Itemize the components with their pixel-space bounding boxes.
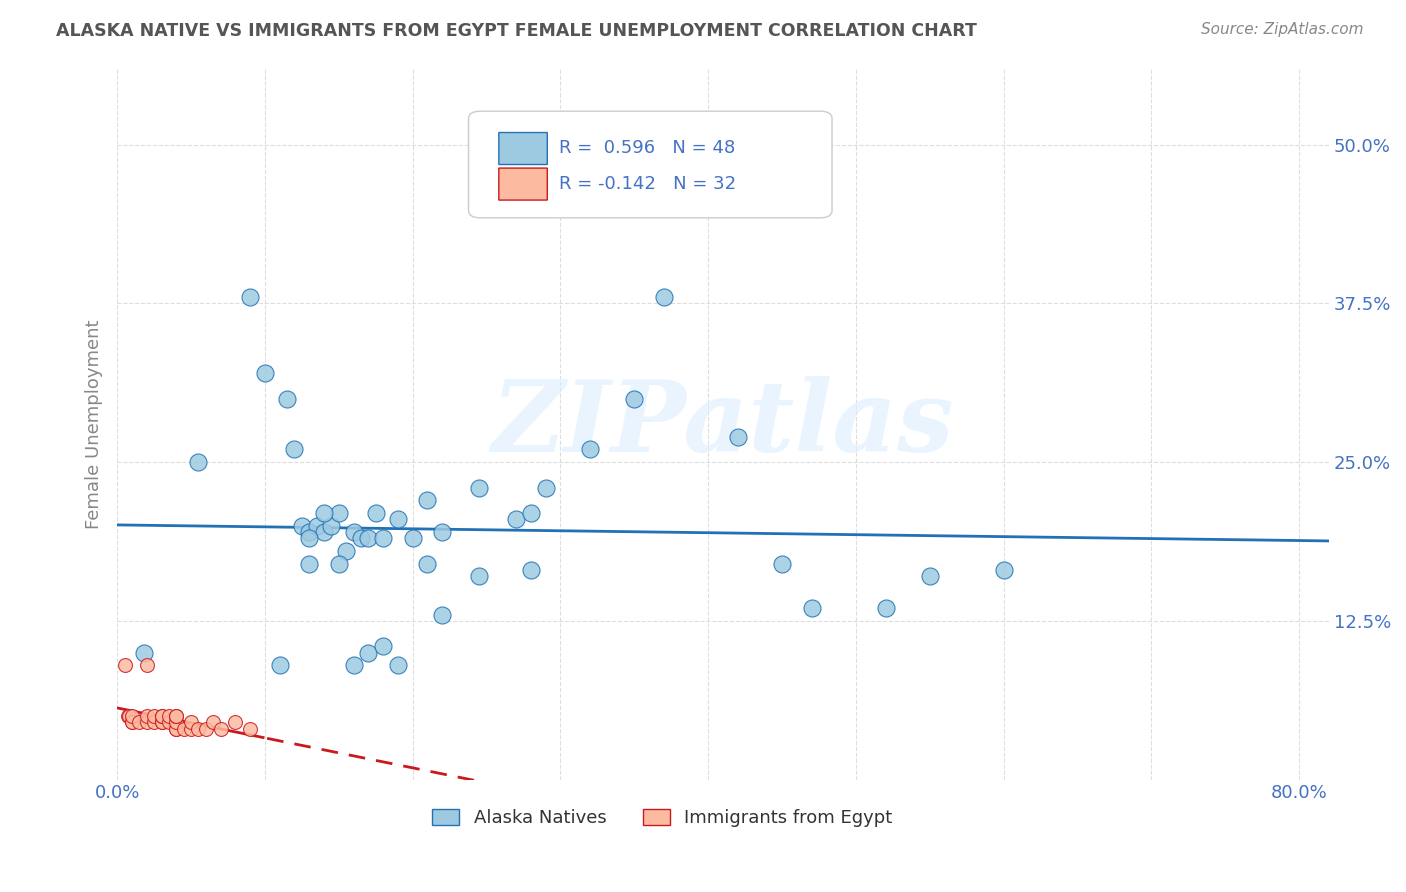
Text: ZIPatlas: ZIPatlas: [492, 376, 955, 473]
Point: [165, 715, 187, 730]
Point: [135, 658, 157, 673]
Point: [291, 518, 314, 533]
Point: [128, 715, 150, 730]
Point: [150, 709, 173, 723]
Point: [194, 722, 217, 736]
Point: [387, 512, 409, 526]
Point: [132, 646, 155, 660]
Point: [321, 518, 343, 533]
Point: [165, 709, 187, 723]
Legend: Alaska Natives, Immigrants from Egypt: Alaska Natives, Immigrants from Egypt: [425, 802, 900, 835]
Point: [918, 569, 941, 583]
Point: [357, 646, 380, 660]
Point: [298, 532, 321, 546]
Point: [150, 709, 173, 723]
Point: [121, 715, 143, 730]
Point: [135, 715, 157, 730]
Point: [114, 658, 136, 673]
Point: [579, 442, 602, 457]
Point: [800, 601, 823, 615]
Point: [534, 481, 557, 495]
Point: [328, 557, 350, 571]
Point: [312, 524, 335, 539]
Point: [143, 715, 166, 730]
Point: [373, 640, 395, 654]
Point: [224, 715, 246, 730]
Point: [276, 392, 298, 406]
FancyBboxPatch shape: [499, 133, 547, 164]
Point: [239, 290, 262, 304]
Point: [875, 601, 897, 615]
Point: [432, 607, 454, 622]
Point: [373, 532, 395, 546]
Point: [623, 392, 645, 406]
Point: [416, 493, 439, 508]
Point: [402, 532, 425, 546]
Text: Source: ZipAtlas.com: Source: ZipAtlas.com: [1201, 22, 1364, 37]
Point: [357, 532, 380, 546]
Point: [770, 557, 793, 571]
Point: [118, 709, 141, 723]
Point: [135, 709, 157, 723]
Point: [468, 481, 491, 495]
Point: [364, 506, 387, 520]
Y-axis label: Female Unemployment: Female Unemployment: [86, 319, 103, 529]
Point: [298, 524, 321, 539]
Point: [416, 557, 439, 571]
Point: [312, 506, 335, 520]
Point: [335, 544, 357, 558]
Point: [150, 715, 173, 730]
Point: [209, 722, 232, 736]
Point: [165, 722, 187, 736]
Point: [165, 709, 187, 723]
Point: [328, 506, 350, 520]
Point: [342, 658, 364, 673]
Point: [202, 715, 225, 730]
Text: R = -0.142   N = 32: R = -0.142 N = 32: [560, 175, 737, 193]
Point: [993, 563, 1015, 577]
Point: [187, 455, 209, 469]
Point: [150, 715, 173, 730]
Text: R =  0.596   N = 48: R = 0.596 N = 48: [560, 139, 735, 157]
Point: [187, 722, 209, 736]
Point: [165, 722, 187, 736]
Point: [121, 715, 143, 730]
Point: [305, 518, 328, 533]
FancyBboxPatch shape: [468, 112, 832, 218]
Point: [121, 709, 143, 723]
FancyBboxPatch shape: [499, 168, 547, 200]
Point: [387, 658, 409, 673]
Point: [253, 366, 276, 380]
Point: [520, 506, 543, 520]
Point: [173, 722, 195, 736]
Point: [652, 290, 675, 304]
Point: [468, 569, 491, 583]
Point: [283, 442, 305, 457]
Point: [432, 524, 454, 539]
Point: [342, 524, 364, 539]
Point: [298, 557, 321, 571]
Point: [239, 722, 262, 736]
Point: [157, 715, 180, 730]
Point: [520, 563, 543, 577]
Point: [180, 715, 202, 730]
Point: [727, 430, 749, 444]
Point: [157, 709, 180, 723]
Point: [117, 709, 139, 723]
Point: [180, 722, 202, 736]
Point: [269, 658, 291, 673]
Point: [505, 512, 527, 526]
Point: [143, 709, 166, 723]
Text: ALASKA NATIVE VS IMMIGRANTS FROM EGYPT FEMALE UNEMPLOYMENT CORRELATION CHART: ALASKA NATIVE VS IMMIGRANTS FROM EGYPT F…: [56, 22, 977, 40]
Point: [350, 532, 373, 546]
